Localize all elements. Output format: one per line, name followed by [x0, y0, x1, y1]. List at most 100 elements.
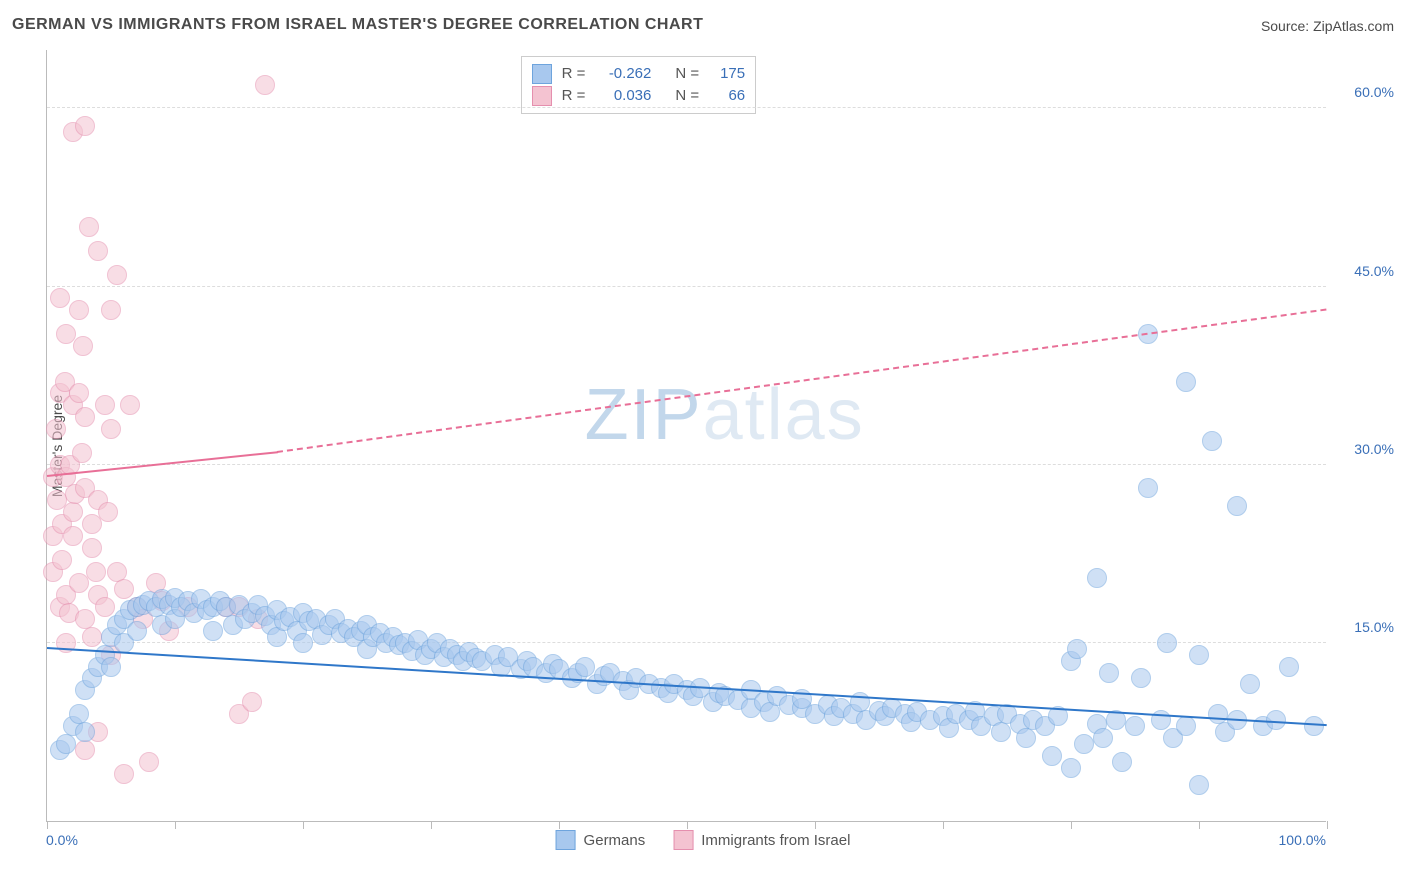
x-tick — [47, 821, 48, 829]
x-tick — [559, 821, 560, 829]
x-tick — [1199, 821, 1200, 829]
data-point — [1016, 728, 1036, 748]
x-axis-min-label: 0.0% — [46, 832, 78, 848]
data-point — [1061, 758, 1081, 778]
x-tick — [815, 821, 816, 829]
data-point — [293, 633, 313, 653]
gridline — [47, 464, 1326, 465]
plot-area: ZIPatlas R =-0.262N =175R =0.036N =66 15… — [46, 50, 1326, 822]
r-value: 0.036 — [595, 85, 651, 107]
data-point — [114, 764, 134, 784]
data-point — [1112, 752, 1132, 772]
data-point — [101, 419, 121, 439]
data-point — [63, 526, 83, 546]
legend-row: R = 0.036 N = 66 — [532, 85, 746, 107]
legend-item: Germans — [556, 830, 646, 850]
x-tick — [1327, 821, 1328, 829]
x-tick — [303, 821, 304, 829]
x-tick — [1071, 821, 1072, 829]
data-point — [69, 300, 89, 320]
r-value: -0.262 — [595, 63, 651, 85]
data-point — [95, 597, 115, 617]
data-point — [1093, 728, 1113, 748]
watermark: ZIPatlas — [585, 374, 865, 456]
data-point — [1240, 674, 1260, 694]
y-tick-label: 15.0% — [1354, 619, 1394, 635]
data-point — [1202, 431, 1222, 451]
r-label: R = — [562, 85, 586, 107]
source-attribution: Source: ZipAtlas.com — [1261, 18, 1394, 34]
data-point — [1157, 633, 1177, 653]
data-point — [203, 621, 223, 641]
legend-label: Germans — [584, 832, 646, 849]
data-point — [75, 740, 95, 760]
data-point — [242, 692, 262, 712]
n-value: 66 — [709, 85, 745, 107]
data-point — [75, 407, 95, 427]
data-point — [1067, 639, 1087, 659]
data-point — [46, 419, 66, 439]
n-label: N = — [675, 85, 699, 107]
data-point — [1176, 372, 1196, 392]
r-label: R = — [562, 63, 586, 85]
chart-title: GERMAN VS IMMIGRANTS FROM ISRAEL MASTER'… — [12, 16, 703, 34]
data-point — [127, 621, 147, 641]
data-point — [991, 722, 1011, 742]
legend-swatch — [532, 64, 552, 84]
data-point — [86, 562, 106, 582]
data-point — [73, 336, 93, 356]
data-point — [72, 443, 92, 463]
data-point — [101, 657, 121, 677]
data-point — [1131, 668, 1151, 688]
data-point — [120, 395, 140, 415]
data-point — [69, 383, 89, 403]
legend-swatch — [532, 86, 552, 106]
data-point — [107, 265, 127, 285]
x-tick — [943, 821, 944, 829]
y-tick-label: 45.0% — [1354, 263, 1394, 279]
data-point — [1042, 746, 1062, 766]
trend-line — [277, 308, 1327, 453]
data-point — [139, 752, 159, 772]
data-point — [82, 538, 102, 558]
data-point — [575, 657, 595, 677]
series-legend: Germans Immigrants from Israel — [556, 830, 851, 850]
n-value: 175 — [709, 63, 745, 85]
data-point — [95, 395, 115, 415]
data-point — [82, 627, 102, 647]
data-point — [114, 579, 134, 599]
gridline — [47, 286, 1326, 287]
data-point — [63, 502, 83, 522]
data-point — [75, 722, 95, 742]
data-point — [1125, 716, 1145, 736]
n-label: N = — [675, 63, 699, 85]
data-point — [79, 217, 99, 237]
correlation-legend: R = -0.262 N = 175 R = 0.036 N = 66 — [521, 56, 757, 114]
data-point — [1099, 663, 1119, 683]
chart-container: GERMAN VS IMMIGRANTS FROM ISRAEL MASTER'… — [0, 0, 1406, 892]
data-point — [1189, 775, 1209, 795]
x-tick — [175, 821, 176, 829]
y-tick-label: 60.0% — [1354, 84, 1394, 100]
gridline — [47, 642, 1326, 643]
data-point — [1279, 657, 1299, 677]
legend-swatch — [673, 830, 693, 850]
data-point — [1189, 645, 1209, 665]
data-point — [1074, 734, 1094, 754]
data-point — [1304, 716, 1324, 736]
legend-item: Immigrants from Israel — [673, 830, 850, 850]
data-point — [255, 75, 275, 95]
legend-row: R = -0.262 N = 175 — [532, 63, 746, 85]
legend-swatch — [556, 830, 576, 850]
data-point — [52, 550, 72, 570]
data-point — [98, 502, 118, 522]
data-point — [88, 241, 108, 261]
x-tick — [687, 821, 688, 829]
data-point — [1087, 568, 1107, 588]
data-point — [1227, 496, 1247, 516]
data-point — [1176, 716, 1196, 736]
y-tick-label: 30.0% — [1354, 441, 1394, 457]
data-point — [101, 300, 121, 320]
x-axis-max-label: 100.0% — [1279, 832, 1326, 848]
data-point — [75, 116, 95, 136]
